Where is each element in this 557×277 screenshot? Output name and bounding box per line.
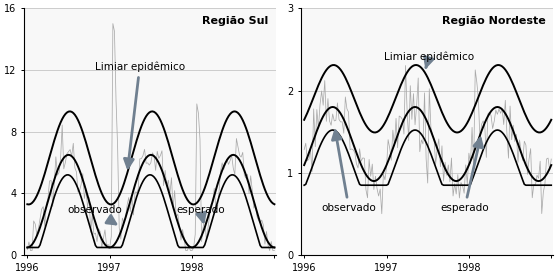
Text: observado: observado xyxy=(321,131,376,213)
Text: esperado: esperado xyxy=(176,205,225,222)
Text: Limiar epidêmico: Limiar epidêmico xyxy=(384,52,474,68)
Text: Região Sul: Região Sul xyxy=(202,16,268,25)
Text: observado: observado xyxy=(67,205,122,224)
Text: esperado: esperado xyxy=(441,138,489,213)
Text: Região Nordeste: Região Nordeste xyxy=(442,16,545,25)
Text: Limiar epidêmico: Limiar epidêmico xyxy=(95,61,185,168)
